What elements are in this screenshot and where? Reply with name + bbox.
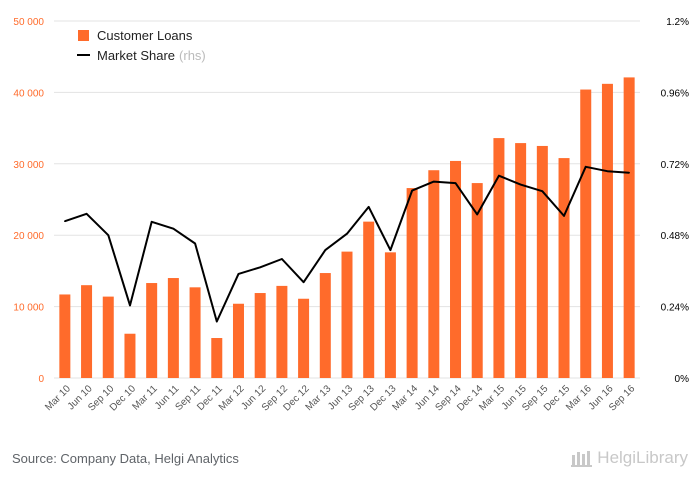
right-tick-label: 1.2% — [666, 17, 689, 28]
line-point — [324, 249, 327, 251]
line-point — [150, 221, 153, 223]
left-tick-label: 0 — [38, 374, 44, 385]
line-point — [498, 174, 500, 177]
right-axis-ticks: 0% 0.24% 0.48% 0.72% 0.96% 1.2% — [661, 17, 689, 385]
legend-label-market-share-note: (rhs) — [179, 48, 206, 63]
line-point — [85, 212, 88, 215]
left-tick-label: 50 000 — [13, 17, 44, 28]
bar — [319, 273, 331, 378]
line-point — [606, 170, 609, 173]
line-point — [433, 180, 435, 183]
right-tick-label: 0.96% — [661, 88, 689, 99]
bar — [428, 170, 440, 378]
bar — [601, 83, 613, 378]
bar — [384, 252, 396, 378]
line-point — [346, 232, 348, 235]
legend-label-market-share-text: Market Share — [97, 48, 175, 63]
bar — [254, 293, 266, 378]
bar — [276, 285, 288, 378]
right-tick-label: 0.72% — [661, 160, 689, 171]
line-point — [476, 213, 479, 216]
bar — [298, 298, 310, 378]
bar — [406, 188, 418, 378]
left-tick-label: 30 000 — [13, 160, 44, 171]
line-point — [411, 189, 413, 192]
line-point — [194, 242, 196, 245]
bar — [124, 333, 136, 378]
line-point — [563, 215, 565, 217]
brand-name: HelgiLibrary — [597, 448, 688, 467]
bar — [363, 221, 375, 378]
line-market-share — [64, 165, 630, 323]
legend-label-customer-loans: Customer Loans — [97, 28, 193, 43]
line-point — [389, 249, 392, 251]
line-point — [237, 273, 240, 275]
bar — [536, 145, 548, 378]
line-point — [259, 266, 261, 269]
bar — [450, 160, 462, 378]
line-point — [215, 320, 218, 323]
line-point — [172, 227, 175, 230]
right-tick-label: 0.24% — [661, 303, 689, 314]
bar — [167, 278, 179, 378]
brand-logo: HelgiLibrary — [571, 448, 688, 468]
bar — [341, 251, 353, 378]
line-point — [519, 183, 522, 186]
bar — [102, 296, 114, 378]
bar — [146, 283, 158, 378]
bar — [211, 338, 223, 378]
bars-customer-loans — [59, 77, 635, 378]
legend: Customer Loans Market Share (rhs) — [77, 28, 206, 63]
left-axis-ticks: 0 10 000 20 000 30 000 40 000 50 000 — [13, 17, 44, 385]
bar — [471, 183, 483, 378]
bar — [81, 285, 93, 378]
left-tick-label: 10 000 — [13, 303, 44, 314]
bar — [558, 158, 570, 378]
x-tick-label: Mar 11 — [131, 383, 161, 413]
line-point — [541, 190, 544, 192]
legend-label-market-share: Market Share (rhs) — [97, 48, 206, 63]
line-point — [628, 171, 630, 174]
line-point — [367, 206, 370, 208]
right-tick-label: 0.48% — [661, 231, 689, 242]
left-tick-label: 20 000 — [13, 231, 44, 242]
line-point — [129, 304, 131, 307]
line-point — [64, 220, 66, 223]
line-point — [107, 234, 110, 236]
source-note: Source: Company Data, Helgi Analytics — [12, 451, 239, 466]
left-tick-label: 40 000 — [13, 88, 44, 99]
line-point — [454, 182, 457, 184]
line-point — [302, 281, 305, 284]
bar — [493, 138, 505, 378]
line-point — [281, 258, 283, 260]
bar — [515, 143, 527, 378]
library-icon — [571, 451, 593, 467]
bar — [623, 77, 635, 378]
bar — [232, 303, 244, 378]
bar — [189, 287, 201, 378]
bar — [59, 294, 71, 378]
line-point — [584, 165, 587, 168]
bar — [580, 89, 592, 378]
legend-swatch-customer-loans — [78, 30, 89, 41]
right-tick-label: 0% — [675, 374, 690, 385]
